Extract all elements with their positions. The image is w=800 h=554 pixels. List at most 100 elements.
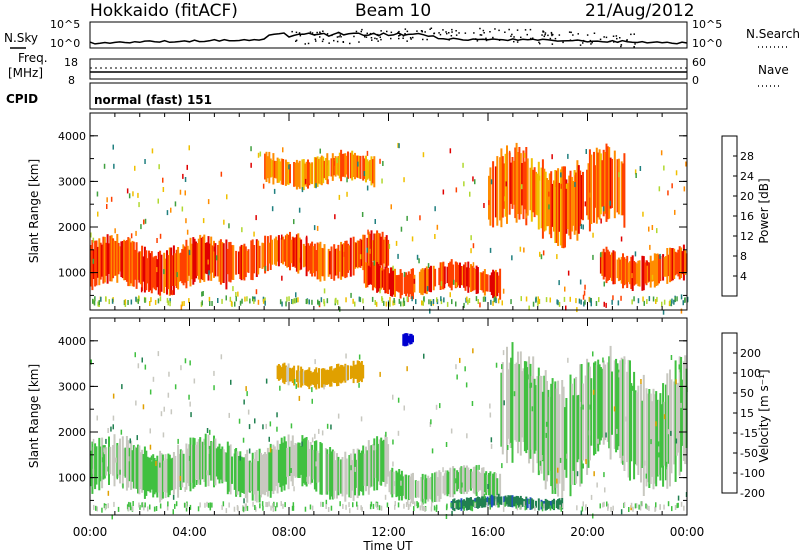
heatmap-cell — [476, 267, 479, 294]
heatmap-speck — [527, 374, 529, 380]
heatmap-speck — [225, 295, 227, 301]
heatmap-speck — [204, 502, 206, 508]
heatmap-cell — [548, 501, 551, 509]
heatmap-cell — [385, 235, 388, 270]
heatmap-cell — [282, 442, 285, 486]
heatmap-speck — [371, 296, 374, 302]
heatmap-cell — [476, 496, 479, 509]
heatmap-speck — [510, 299, 512, 305]
heatmap-cell — [471, 499, 474, 507]
heatmap-cell — [555, 170, 558, 243]
heatmap-cell — [586, 169, 589, 216]
heatmap-speck — [676, 503, 678, 509]
heatmap-speck — [639, 505, 642, 511]
heatmap-speck — [185, 506, 188, 512]
colorbar-tick-label: 12 — [740, 230, 754, 243]
heatmap-speck — [280, 501, 282, 507]
heatmap-cell — [117, 445, 120, 476]
heatmap-cell — [354, 242, 356, 269]
colorbar-tick-label: 50 — [740, 387, 754, 400]
heatmap-speck — [315, 183, 317, 189]
heatmap-cell — [330, 246, 333, 279]
heatmap-cell — [331, 370, 334, 382]
heatmap-cell — [295, 443, 298, 477]
heatmap-cell — [225, 239, 228, 290]
heatmap-speck — [317, 299, 319, 305]
heatmap-speck — [97, 211, 99, 217]
heatmap-cell — [526, 498, 529, 509]
heatmap-cell — [546, 381, 548, 482]
heatmap-speck — [429, 308, 431, 314]
heatmap-cell — [237, 456, 240, 492]
heatmap-speck — [316, 225, 319, 231]
heatmap-cell — [630, 383, 633, 462]
heatmap-cell — [599, 253, 602, 274]
heatmap-cell — [279, 365, 282, 380]
heatmap-cell — [302, 438, 305, 484]
heatmap-cell — [138, 445, 141, 495]
time-axis-label: Time UT — [362, 539, 413, 553]
heatmap-cell — [588, 149, 591, 232]
heatmap-cell — [243, 243, 246, 281]
heatmap-speck — [96, 415, 98, 421]
heatmap-cell — [612, 250, 615, 285]
heatmap-speck — [327, 507, 330, 512]
heatmap-speck — [254, 505, 256, 510]
heatmap-speck — [189, 401, 191, 407]
heatmap-cell — [407, 475, 410, 501]
heatmap-cell — [512, 496, 515, 507]
heatmap-cell — [160, 453, 163, 501]
heatmap-cell — [280, 237, 283, 264]
heatmap-cell — [302, 243, 305, 268]
heatmap-cell — [148, 250, 150, 292]
heatmap-cell — [490, 272, 493, 296]
colorbar-tick-label: 100 — [740, 367, 761, 380]
heatmap-speck — [215, 255, 218, 261]
heatmap-cell — [575, 376, 578, 484]
heatmap-speck — [265, 502, 267, 507]
heatmap-speck — [528, 305, 530, 311]
heatmap-speck — [573, 170, 576, 176]
heatmap-speck — [409, 501, 412, 507]
heatmap-cell — [483, 269, 486, 296]
heatmap-cell — [396, 472, 399, 497]
heatmap-speck — [380, 505, 383, 511]
heatmap-speck — [490, 443, 493, 449]
heatmap-speck — [101, 507, 103, 513]
heatmap-speck — [400, 226, 403, 232]
heatmap-speck — [592, 254, 594, 260]
heatmap-cell — [305, 437, 308, 487]
heatmap-cell — [218, 443, 221, 484]
heatmap-speck — [384, 494, 387, 500]
heatmap-cell — [203, 438, 206, 482]
heatmap-speck — [95, 505, 97, 511]
heatmap-speck — [356, 504, 359, 510]
heatmap-speck — [406, 215, 408, 221]
heatmap-cell — [108, 243, 110, 274]
heatmap-speck — [100, 296, 102, 302]
heatmap-speck — [599, 503, 601, 509]
heatmap-speck — [180, 365, 182, 371]
heatmap-cell — [247, 460, 250, 493]
heatmap-cell — [116, 443, 119, 478]
heatmap-cell — [479, 498, 482, 507]
heatmap-speck — [250, 146, 252, 152]
heatmap-speck — [103, 503, 106, 509]
heatmap-cell — [307, 369, 309, 387]
heatmap-cell — [360, 450, 363, 492]
heatmap-cell — [359, 155, 362, 179]
heatmap-cell — [142, 454, 145, 491]
heatmap-cell — [161, 454, 164, 499]
heatmap-speck — [473, 476, 475, 482]
heatmap-speck — [319, 148, 321, 154]
heatmap-cell — [131, 450, 134, 482]
heatmap-cell — [308, 245, 311, 271]
heatmap-speck — [126, 188, 129, 194]
heatmap-cell — [347, 365, 349, 381]
heatmap-speck — [138, 202, 140, 208]
heatmap-speck — [325, 504, 327, 509]
heatmap-cell — [359, 452, 362, 492]
heatmap-speck — [416, 501, 418, 507]
heatmap-cell — [324, 370, 327, 385]
heatmap-cell — [127, 440, 130, 488]
